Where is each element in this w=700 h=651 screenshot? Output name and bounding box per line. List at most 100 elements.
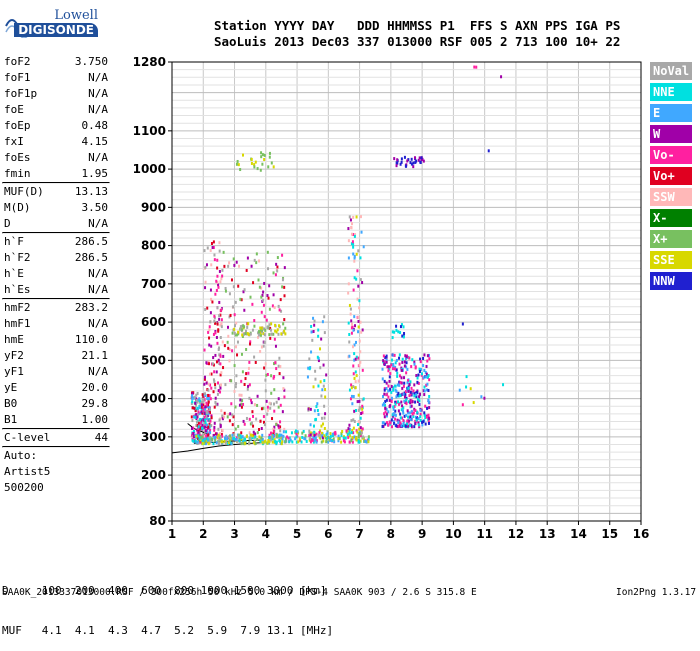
echo-point bbox=[395, 164, 398, 168]
echo-point bbox=[405, 371, 408, 375]
echo-point bbox=[217, 442, 220, 446]
echo-point bbox=[228, 419, 231, 423]
echo-point bbox=[319, 434, 322, 438]
echo-point bbox=[418, 399, 421, 403]
echo-point bbox=[276, 269, 279, 273]
echo-point bbox=[396, 393, 399, 397]
echo-point bbox=[190, 415, 193, 419]
echo-point bbox=[205, 414, 208, 418]
echo-point bbox=[277, 397, 280, 401]
echo-point bbox=[394, 384, 397, 388]
echo-point bbox=[356, 400, 359, 404]
param-row-foEs: foEs N/A bbox=[4, 151, 108, 164]
echo-point bbox=[266, 408, 269, 412]
echo-point bbox=[308, 367, 311, 371]
echo-point bbox=[416, 397, 419, 401]
echo-point bbox=[202, 418, 205, 422]
echo-point bbox=[314, 369, 317, 373]
echo-point bbox=[197, 426, 200, 430]
echo-point bbox=[249, 342, 252, 346]
echo-point bbox=[394, 400, 397, 404]
echo-point bbox=[275, 367, 278, 371]
echo-point bbox=[246, 256, 249, 260]
legend-item-w: W bbox=[650, 125, 692, 143]
echo-point bbox=[428, 357, 431, 361]
echo-point bbox=[401, 416, 404, 420]
echo-point bbox=[234, 385, 237, 389]
echo-point bbox=[255, 261, 258, 265]
echo-point bbox=[413, 383, 416, 387]
echo-point bbox=[247, 371, 250, 375]
echo-point bbox=[215, 441, 218, 445]
echo-point bbox=[202, 433, 205, 437]
echo-point bbox=[359, 350, 362, 354]
y-tick-label: 1100 bbox=[133, 124, 166, 138]
echo-point bbox=[199, 440, 202, 444]
echo-point bbox=[395, 395, 398, 399]
echo-point bbox=[399, 325, 402, 329]
echo-point bbox=[351, 428, 354, 432]
echo-point bbox=[266, 412, 269, 416]
echo-point bbox=[200, 435, 203, 439]
echo-point bbox=[230, 379, 233, 383]
echo-point bbox=[269, 431, 272, 435]
echo-point bbox=[413, 362, 416, 366]
echo-point bbox=[328, 438, 331, 442]
echo-point bbox=[348, 440, 351, 444]
echo-point bbox=[417, 373, 420, 377]
echo-point bbox=[272, 435, 275, 439]
echo-point bbox=[418, 402, 421, 406]
echo-point bbox=[275, 330, 278, 334]
echo-point bbox=[320, 424, 323, 428]
echo-point bbox=[213, 428, 216, 432]
echo-point bbox=[283, 294, 286, 298]
echo-point bbox=[207, 412, 210, 416]
echo-point bbox=[387, 423, 390, 427]
echo-point bbox=[416, 389, 419, 393]
echo-point bbox=[197, 398, 200, 402]
echo-point bbox=[465, 375, 468, 379]
echo-point bbox=[290, 431, 293, 435]
echo-point bbox=[221, 268, 224, 272]
echo-point bbox=[204, 307, 207, 311]
echo-point bbox=[258, 435, 261, 439]
echo-point bbox=[348, 340, 351, 344]
echo-point bbox=[242, 419, 245, 423]
echo-point bbox=[384, 422, 387, 426]
echo-point bbox=[283, 329, 286, 333]
y-tick-label: 400 bbox=[141, 392, 166, 406]
echo-point bbox=[258, 285, 261, 289]
echo-point bbox=[282, 430, 285, 434]
echo-point bbox=[197, 410, 200, 414]
echo-point bbox=[395, 368, 398, 372]
echo-point bbox=[350, 242, 353, 246]
echo-point bbox=[206, 429, 209, 433]
echo-point bbox=[311, 431, 314, 435]
param-row-clevel: C-level 44 bbox=[4, 431, 108, 444]
echo-point bbox=[209, 428, 212, 432]
echo-point bbox=[418, 367, 421, 371]
echo-point bbox=[318, 435, 321, 439]
echo-point bbox=[304, 434, 307, 438]
x-tick-label: 12 bbox=[508, 527, 525, 541]
echo-point bbox=[210, 263, 213, 267]
legend-item-nnw: NNW bbox=[650, 272, 692, 290]
echo-point bbox=[428, 394, 431, 398]
echo-point bbox=[277, 405, 280, 409]
echo-point bbox=[340, 431, 343, 435]
echo-point bbox=[382, 354, 385, 358]
echo-point bbox=[228, 292, 231, 296]
echo-point bbox=[203, 421, 206, 425]
echo-point bbox=[354, 340, 357, 344]
echo-point bbox=[238, 393, 241, 397]
echo-point bbox=[259, 331, 262, 335]
echo-point bbox=[205, 416, 208, 420]
echo-point bbox=[216, 258, 219, 262]
echo-point bbox=[428, 406, 431, 410]
echo-point bbox=[400, 160, 403, 164]
echo-point bbox=[408, 356, 411, 360]
echo-point bbox=[262, 303, 265, 307]
echo-point bbox=[420, 368, 423, 372]
echo-point bbox=[403, 399, 406, 403]
echo-point bbox=[203, 423, 206, 427]
